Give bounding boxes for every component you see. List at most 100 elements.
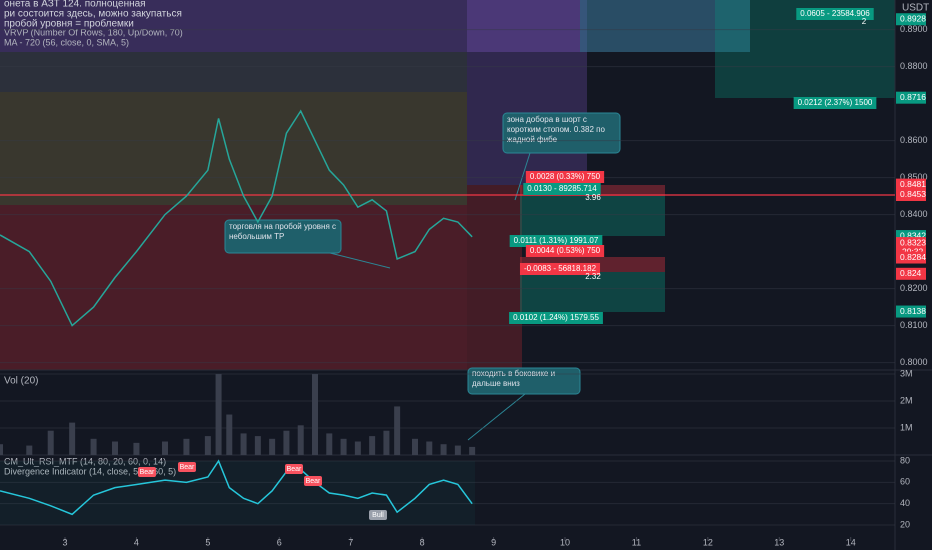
x-tick-label: 8 — [420, 537, 425, 547]
annotation-text: походить в боковике и дальше вниз — [472, 369, 556, 388]
zone — [0, 92, 467, 205]
volume-bar — [283, 430, 290, 455]
position-tag — [519, 263, 601, 275]
annotation-text: зона добора в шорт с коротким стопом. 0.… — [507, 115, 605, 144]
volume-bar — [0, 444, 3, 455]
annotation: торговля на пробой уровня с небольшим ТР — [229, 222, 336, 241]
price-tag-label: 0.8453 — [900, 189, 926, 199]
price-tag-label: 0.8716 — [900, 92, 926, 102]
position-tag — [793, 97, 877, 109]
volume-bar — [440, 444, 447, 455]
zone — [0, 52, 467, 92]
position-label: 0.0130 - 89285.714 — [527, 184, 597, 193]
price-tag — [896, 188, 926, 201]
volume-bar — [183, 438, 190, 455]
volume-bar — [254, 436, 261, 455]
zone — [580, 0, 750, 52]
y-tick-label: 1M — [900, 422, 913, 432]
volume-bar — [90, 438, 97, 455]
price-tag — [896, 178, 926, 191]
divergence-label: Bear — [180, 464, 195, 471]
volume-bar — [269, 438, 276, 455]
volume-bar — [226, 414, 233, 455]
volume-bar — [369, 436, 376, 455]
legend-line: онета в АЗТ 124. полноценная — [4, 0, 146, 10]
volume-bar — [454, 445, 461, 455]
volume-bar — [383, 430, 390, 455]
x-tick-label: 11 — [632, 537, 641, 547]
position-label: 0.0102 (1.24%) 1579.55 — [513, 313, 599, 322]
annotation-box — [502, 112, 621, 154]
x-tick-label: 7 — [348, 537, 353, 547]
long-zone — [520, 196, 665, 236]
y-tick-label: 0.8100 — [900, 320, 928, 330]
x-tick-label: 14 — [846, 537, 856, 547]
price-tag-label: 0.8323 — [900, 237, 926, 247]
x-tick-label: 3 — [62, 537, 67, 547]
legend-line: ри состоится здесь, можно закупаться — [4, 9, 182, 20]
y-tick-label: 0.8800 — [900, 61, 928, 71]
price-tag-label: 0.8928 — [900, 13, 926, 23]
price-tag-label: 0.8342 — [900, 230, 926, 240]
volume-bar — [204, 436, 211, 455]
price-tag-label: 0.8481 — [900, 179, 926, 189]
zone — [0, 0, 750, 52]
volume-bar — [412, 438, 418, 455]
position-tag — [509, 312, 603, 324]
volume-bar — [162, 441, 168, 455]
divergence-label: Bear — [140, 469, 155, 476]
divergence-label: Bear — [287, 466, 302, 473]
position-label: 2.32 — [585, 272, 601, 281]
y-tick-label: 20 — [900, 519, 910, 529]
price-tag — [896, 91, 926, 104]
position-label: 0.0212 (2.37%) 1500 — [798, 98, 873, 107]
price-tag — [896, 305, 926, 318]
volume-bar — [112, 441, 118, 455]
position-label: 2 — [862, 17, 867, 26]
volume-bar — [340, 438, 347, 455]
divergence-label: Bear — [306, 478, 321, 485]
position-label: -0.0083 - 56818.182 — [524, 264, 597, 273]
annotation: зона добора в шорт с коротким стопом. 0.… — [507, 115, 605, 144]
position-tag — [523, 183, 601, 195]
long-zone — [520, 272, 665, 312]
position-label: 0.0111 (1.31%) 1991.07 — [514, 236, 599, 245]
y-tick-label: 3M — [900, 368, 913, 378]
divergence-tag — [369, 510, 387, 520]
divergence-tag — [285, 464, 303, 474]
legend-line: MA - 720 (56, close, 0, SMA, 5) — [4, 37, 129, 47]
x-tick-label: 9 — [491, 537, 496, 547]
position-label: 0.0044 (0.53%) 750 — [530, 246, 601, 255]
position-tag — [525, 245, 605, 257]
x-tick-label: 5 — [205, 537, 210, 547]
divergence-tag — [304, 476, 322, 486]
y-tick-label: 80 — [900, 455, 910, 465]
zone — [467, 185, 522, 370]
x-tick-label: 4 — [134, 537, 139, 547]
price-tag-label: 0.8284 — [900, 252, 926, 262]
volume-bar — [240, 433, 247, 455]
volume-bar — [312, 374, 318, 455]
position-tag — [509, 235, 603, 247]
pane-title: Divergence Indicator (14, close, 5, 5, 6… — [4, 466, 176, 476]
y-tick-label: 2M — [900, 395, 913, 405]
legend-line: пробой уровня = проблемки — [4, 18, 134, 30]
x-tick-label: 6 — [277, 537, 282, 547]
position-label: 0.0605 - 23584.906 — [800, 9, 870, 18]
volume-bar — [215, 374, 222, 455]
price-tag-label: 0.824 — [900, 268, 922, 278]
annotation: походить в боковике и дальше вниз — [472, 369, 556, 388]
y-tick-label: 0.8600 — [900, 135, 928, 145]
price-line — [0, 109, 473, 327]
annotation-pointer — [329, 252, 391, 269]
divergence-tag — [178, 462, 196, 472]
y-tick-label: 0.8400 — [900, 209, 928, 219]
divergence-label: Bull — [372, 512, 384, 519]
price-tag — [896, 267, 926, 280]
x-tick-label: 10 — [560, 537, 570, 547]
y-tick-label: 0.8500 — [900, 172, 928, 182]
pane-title: Vol (20) — [4, 376, 38, 387]
zone — [467, 0, 587, 185]
volume-bar — [69, 422, 76, 455]
